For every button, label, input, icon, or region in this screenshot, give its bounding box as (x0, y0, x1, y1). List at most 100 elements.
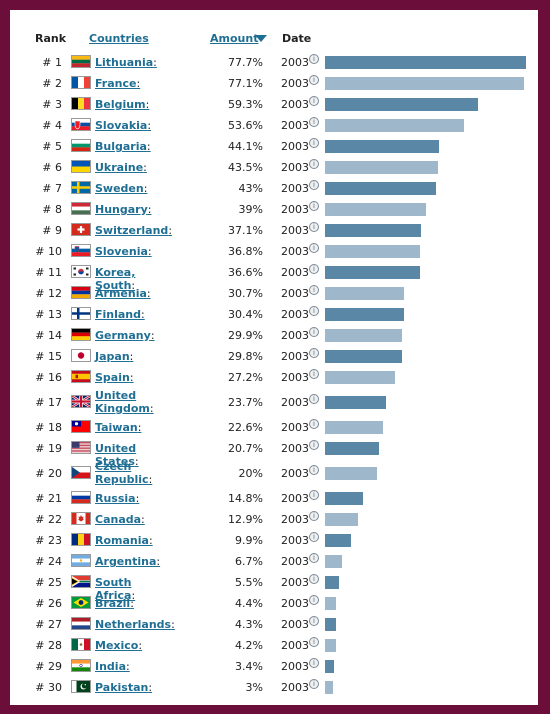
country-link[interactable]: India: (95, 660, 175, 673)
country-link[interactable]: Spain: (95, 371, 175, 384)
info-icon[interactable]: i (309, 243, 319, 253)
info-icon[interactable]: i (309, 511, 319, 521)
info-icon[interactable]: i (309, 419, 319, 429)
country-link[interactable]: Argentina: (95, 555, 175, 568)
info-icon[interactable]: i (309, 54, 319, 64)
country-link[interactable]: Hungary: (95, 203, 175, 216)
southafrica-flag-icon (71, 575, 91, 588)
bar-france (325, 77, 524, 90)
table-row: # 27 Netherlands: 4.3% 2003 i (10, 613, 538, 634)
country-link[interactable]: Belgium: (95, 98, 175, 111)
table-row: # 15 Japan: 29.8% 2003 i (10, 345, 538, 366)
amount-value: 4.3% (235, 618, 263, 631)
country-link[interactable]: South Africa: (95, 576, 175, 602)
info-icon[interactable]: i (309, 306, 319, 316)
bar-korea (325, 266, 420, 279)
country-link[interactable]: Netherlands: (95, 618, 175, 631)
info-icon[interactable]: i (309, 369, 319, 379)
info-icon[interactable]: i (309, 465, 319, 475)
country-link[interactable]: Slovakia: (95, 119, 175, 132)
table-row: # 18 Taiwan: 22.6% 2003 i (10, 416, 538, 437)
info-icon[interactable]: i (309, 159, 319, 169)
country-link[interactable]: Finland: (95, 308, 175, 321)
info-icon[interactable]: i (309, 327, 319, 337)
country-link[interactable]: Armenia: (95, 287, 175, 300)
amount-value: 30.7% (228, 287, 263, 300)
info-icon[interactable]: i (309, 117, 319, 127)
amount-value: 43.5% (228, 161, 263, 174)
rank-label: # 1 (42, 56, 62, 69)
info-icon[interactable]: i (309, 574, 319, 584)
country-name: Argentina (95, 555, 157, 568)
amount-value: 23.7% (228, 396, 263, 409)
country-link[interactable]: France: (95, 77, 175, 90)
country-link[interactable]: Japan: (95, 350, 175, 363)
country-name: Switzerland (95, 224, 169, 237)
taiwan-flag-icon (71, 420, 91, 433)
info-icon[interactable]: i (309, 180, 319, 190)
rank-label: # 25 (35, 576, 62, 589)
country-link[interactable]: Ukraine: (95, 161, 175, 174)
amount-value: 59.3% (228, 98, 263, 111)
year-value: 2003 (281, 266, 309, 279)
info-icon[interactable]: i (309, 285, 319, 295)
country-link[interactable]: Romania: (95, 534, 175, 547)
rank-label: # 15 (35, 350, 62, 363)
year-value: 2003 (281, 119, 309, 132)
info-icon[interactable]: i (309, 595, 319, 605)
info-icon[interactable]: i (309, 96, 319, 106)
info-icon[interactable]: i (309, 394, 319, 404)
info-icon[interactable]: i (309, 637, 319, 647)
country-link[interactable]: Taiwan: (95, 421, 175, 434)
country-link[interactable]: Germany: (95, 329, 175, 342)
amount-value: 4.2% (235, 639, 263, 652)
amount-sort-link[interactable]: Amount (210, 32, 259, 45)
table-row: # 6 Ukraine: 43.5% 2003 i (10, 156, 538, 177)
country-link[interactable]: Sweden: (95, 182, 175, 195)
country-link[interactable]: Canada: (95, 513, 175, 526)
info-icon[interactable]: i (309, 75, 319, 85)
info-icon[interactable]: i (309, 553, 319, 563)
info-icon[interactable]: i (309, 679, 319, 689)
country-link[interactable]: Korea, South: (95, 266, 175, 292)
country-link[interactable]: Lithuania: (95, 56, 175, 69)
colon-separator: : (149, 402, 154, 415)
country-link[interactable]: Czech Republic: (95, 460, 175, 486)
country-link[interactable]: Switzerland: (95, 224, 175, 237)
country-name: Armenia (95, 287, 147, 300)
info-icon[interactable]: i (309, 658, 319, 668)
country-link[interactable]: Bulgaria: (95, 140, 175, 153)
country-link[interactable]: United Kingdom: (95, 389, 175, 415)
country-link[interactable]: Slovenia: (95, 245, 175, 258)
bar-armenia (325, 287, 404, 300)
info-icon[interactable]: i (309, 532, 319, 542)
info-icon[interactable]: i (309, 348, 319, 358)
countries-sort-link[interactable]: Countries (89, 32, 149, 45)
rank-label: # 8 (42, 203, 62, 216)
info-icon[interactable]: i (309, 440, 319, 450)
netherlands-flag-icon (71, 617, 91, 630)
info-icon[interactable]: i (309, 264, 319, 274)
info-icon[interactable]: i (309, 201, 319, 211)
rank-label: # 13 (35, 308, 62, 321)
info-icon[interactable]: i (309, 138, 319, 148)
country-link[interactable]: United States: (95, 442, 175, 468)
info-icon[interactable]: i (309, 490, 319, 500)
colon-separator: : (146, 287, 151, 300)
country-link[interactable]: Pakistan: (95, 681, 175, 694)
country-link[interactable]: Brazil: (95, 597, 175, 610)
finland-flag-icon (71, 307, 91, 320)
rank-label: # 23 (35, 534, 62, 547)
year-value: 2003 (281, 308, 309, 321)
table-row: # 24 Argentina: 6.7% 2003 i (10, 550, 538, 571)
country-link[interactable]: Russia: (95, 492, 175, 505)
table-row: # 16 Spain: 27.2% 2003 i (10, 366, 538, 387)
bar-uk (325, 396, 386, 409)
sort-descending-icon[interactable] (255, 35, 267, 42)
country-name: Germany (95, 329, 151, 342)
country-link[interactable]: Mexico: (95, 639, 175, 652)
year-value: 2003 (281, 681, 309, 694)
info-icon[interactable]: i (309, 616, 319, 626)
info-icon[interactable]: i (309, 222, 319, 232)
amount-value: 30.4% (228, 308, 263, 321)
